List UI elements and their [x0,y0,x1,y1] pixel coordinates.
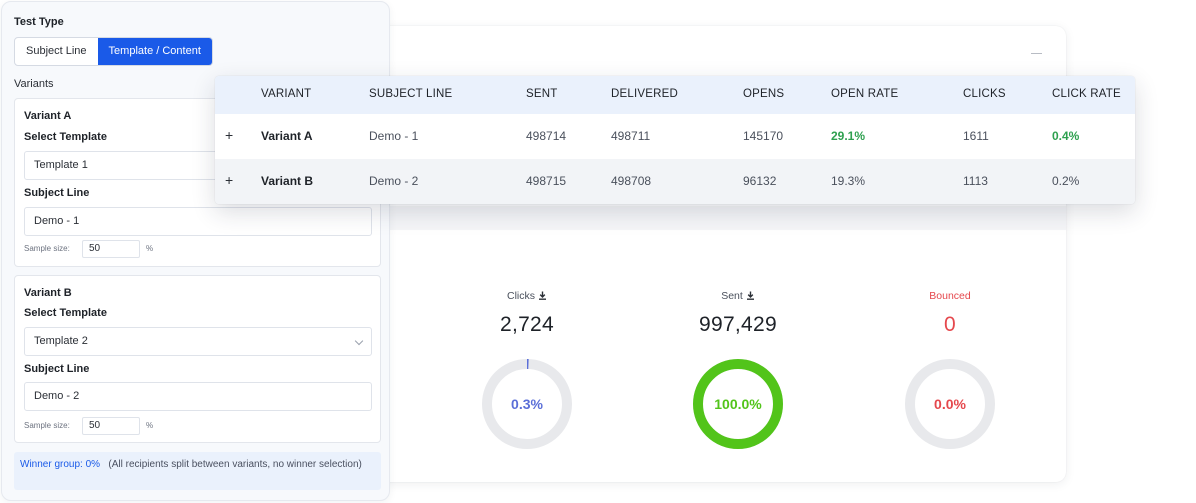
subject-line-cell: Demo - 2 [369,174,419,188]
stat-value: 2,724 [499,313,555,336]
delivered-cell: 498708 [611,174,652,188]
variants-label: Variants [14,78,54,90]
subject-line-option[interactable]: Subject Line [26,45,87,57]
table-row[interactable]: + Variant A Demo - 1 498714 498711 14517… [215,114,1135,159]
template-select[interactable]: Template 2 [24,327,372,356]
subject-line-cell: Demo - 1 [369,129,419,143]
bounced-donut-chart: 0.0% [904,358,996,450]
variant-cell: Variant B [261,174,314,188]
clicks-cell: 1611 [963,129,989,143]
column-header: CLICK RATE [1052,88,1121,100]
percent-sign: % [146,421,154,430]
variant-b-card: Variant B Select Template Template 2 Sub… [14,275,381,443]
delivered-cell: 498711 [611,129,651,143]
stat-label: Clicks [467,290,587,303]
variant-title: Variant B [24,287,72,299]
sample-size-label: Sample size: [24,244,70,253]
click-rate-cell: 0.2% [1052,174,1080,188]
open-rate-cell: 19.3% [831,174,866,188]
winner-group-note: Winner group: 0% (All recipients split b… [14,452,381,490]
subject-line-label: Subject Line [24,187,90,199]
chevron-down-icon [354,336,364,346]
subject-line-input[interactable]: Demo - 2 [24,382,372,411]
donut-percent: 0.3% [511,396,543,412]
sample-size-label: Sample size: [24,421,70,430]
column-header: SENT [526,88,558,100]
percent-sign: % [146,244,154,253]
section-divider [376,206,1066,230]
column-header: OPEN RATE [831,88,899,100]
column-header: OPENS [743,88,785,100]
expand-row-button[interactable]: + [225,127,234,143]
stat-label: Sent [678,290,798,303]
expand-row-button[interactable]: + [225,172,234,188]
sent-cell: 498715 [526,174,567,188]
opens-cell: 145170 [743,129,784,143]
variant-results-table: VARIANT SUBJECT LINE SENT DELIVERED OPEN… [215,76,1135,204]
stat-label: Bounced [929,290,971,302]
donut-percent: 0.0% [934,396,966,412]
donut-percent: 100.0% [714,396,762,412]
subject-line-input[interactable]: Demo - 1 [24,207,372,236]
winner-group-label: Winner group: 0% [20,459,101,470]
download-icon[interactable] [538,291,547,303]
stat-value: 0 [944,313,956,336]
sample-size-input[interactable]: 50 [82,240,140,258]
table-header: VARIANT SUBJECT LINE SENT DELIVERED OPEN… [215,76,1135,114]
test-type-toggle: Subject Line Template / Content [14,37,213,66]
column-header: SUBJECT LINE [369,88,453,100]
winner-group-description: (All recipients split between variants, … [108,459,362,470]
sent-donut-chart: 100.0% [692,358,784,450]
subject-line-label: Subject Line [24,363,90,375]
sample-size-input[interactable]: 50 [82,417,140,435]
template-content-option[interactable]: Template / Content [97,38,212,65]
select-template-label: Select Template [24,307,107,319]
sent-cell: 498714 [526,129,567,143]
stat-value: 997,429 [698,313,777,336]
table-row[interactable]: + Variant B Demo - 2 498715 498708 96132… [215,159,1135,204]
variant-title: Variant A [24,110,72,122]
download-icon[interactable] [746,291,755,303]
column-header: CLICKS [963,88,1006,100]
opens-cell: 96132 [743,174,777,188]
variant-cell: Variant A [261,129,313,143]
click-rate-cell: 0.4% [1052,129,1080,143]
select-template-label: Select Template [24,131,107,143]
clicks-donut-chart: 0.3% [481,358,573,450]
test-type-label: Test Type [14,16,64,28]
column-header: DELIVERED [611,88,678,100]
clicks-cell: 1113 [963,174,988,188]
column-header: VARIANT [261,88,312,100]
open-rate-cell: 29.1% [831,129,866,143]
minimize-icon[interactable] [1031,53,1042,54]
